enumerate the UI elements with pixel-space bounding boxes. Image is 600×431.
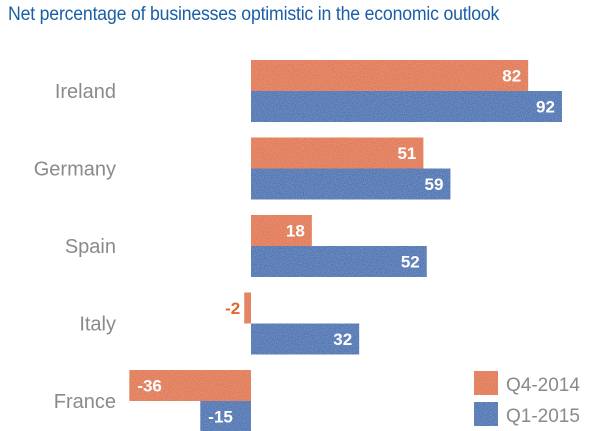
legend-label-q4-2014: Q4-2014 [506, 375, 580, 396]
bar-france-q4-2014 [129, 370, 251, 401]
category-label-spain: Spain [65, 236, 116, 258]
value-label-ireland-q4-2014: 82 [502, 67, 521, 86]
category-label-italy: Italy [79, 314, 116, 336]
bar-ireland-q1-2015 [251, 91, 562, 122]
category-label-france: France [54, 391, 116, 413]
bar-germany-q4-2014 [251, 137, 424, 169]
bar-ireland-q4-2014 [251, 60, 529, 91]
bar-spain-q1-2015 [251, 246, 427, 277]
value-label-italy-q4-2014: -2 [225, 299, 240, 318]
category-label-germany: Germany [34, 159, 116, 181]
value-label-germany-q1-2015: 59 [424, 175, 443, 194]
legend-swatch-q1-2015 [474, 402, 498, 426]
bar-france-q1-2015 [200, 401, 251, 431]
category-label-ireland: Ireland [55, 81, 116, 103]
value-label-ireland-q1-2015: 92 [536, 98, 555, 117]
value-label-italy-q1-2015: 32 [333, 330, 352, 349]
chart-title: Net percentage of businesses optimistic … [8, 4, 500, 25]
value-label-spain-q1-2015: 52 [401, 253, 420, 272]
bar-italy-q4-2014 [244, 292, 251, 324]
value-label-spain-q4-2014: 18 [286, 222, 305, 241]
legend-label-q1-2015: Q1-2015 [506, 406, 580, 427]
bar-italy-q1-2015 [251, 323, 360, 355]
legend-swatch-q4-2014 [474, 371, 498, 395]
bar-spain-q4-2014 [251, 215, 312, 246]
bar-germany-q1-2015 [251, 168, 451, 200]
value-label-france-q1-2015: -15 [208, 408, 233, 427]
value-label-france-q4-2014: -36 [137, 377, 162, 396]
value-label-germany-q4-2014: 51 [397, 144, 416, 163]
